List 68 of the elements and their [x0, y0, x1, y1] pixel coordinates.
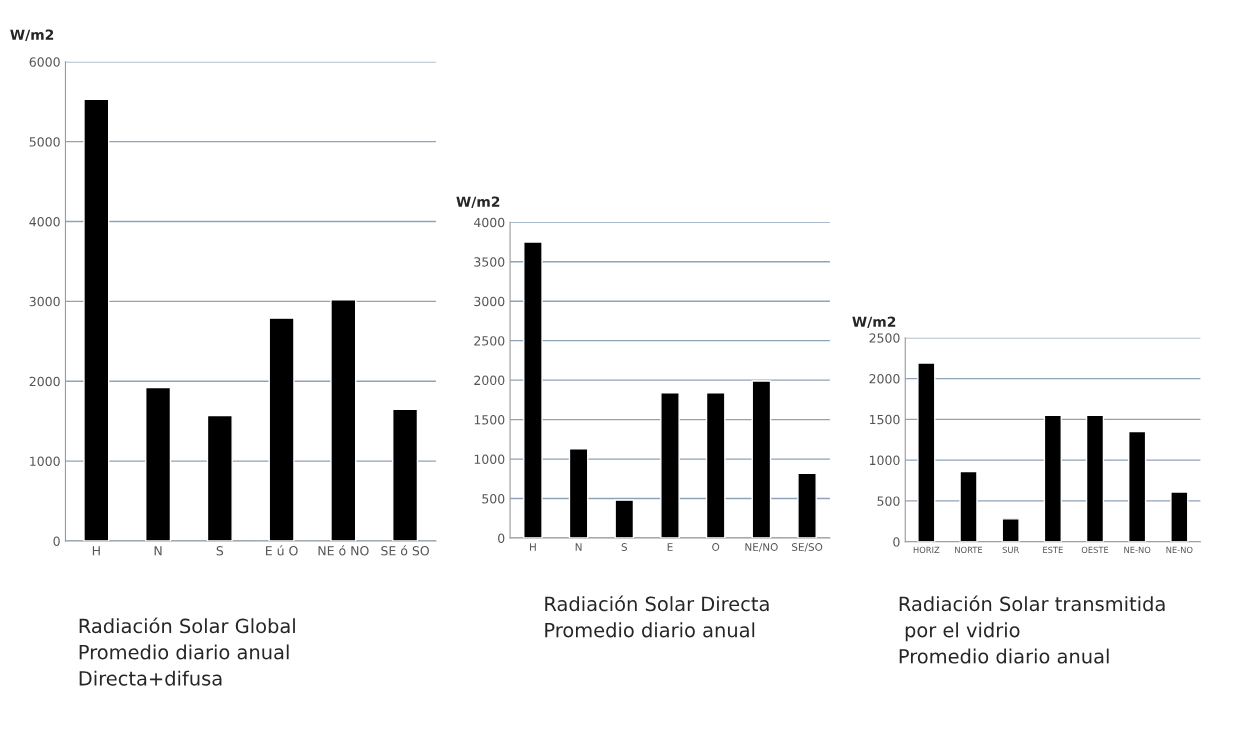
bar: [1085, 414, 1105, 542]
bar: [1043, 414, 1062, 542]
y-tick-label: 2000: [29, 376, 60, 387]
y-tick-label: 2000: [869, 374, 900, 384]
y-axis-title: W/m2: [456, 196, 500, 209]
x-tick-label: S: [621, 543, 628, 551]
y-tick-label: 500: [482, 494, 505, 504]
x-tick-label: H: [530, 543, 536, 551]
x-tick-label: NE-NO: [1166, 546, 1193, 554]
x-tick-label: E ú O: [266, 545, 298, 556]
bar: [660, 392, 680, 539]
bar: [959, 470, 978, 542]
y-tick-label: 5000: [29, 137, 60, 147]
bar: [206, 414, 233, 541]
bar: [614, 499, 635, 539]
x-tick-label: NE-NO: [1124, 546, 1151, 554]
x-tick-label: OESTE: [1081, 546, 1109, 554]
y-tick-label: 2500: [869, 333, 900, 343]
y-tick-label: 3000: [474, 296, 505, 307]
y-tick-label: 0: [53, 536, 60, 546]
y-tick-label: 1500: [474, 415, 505, 425]
text: Radiación Solar transmitida por el vidrio Promedio diario anual: [899, 595, 1165, 664]
bar: [392, 408, 419, 541]
bar: [797, 472, 817, 539]
bar: [917, 362, 936, 542]
y-tick-label: 2000: [474, 375, 505, 386]
y-tick-label: 4000: [473, 217, 505, 228]
x-tick-label: NORTE: [955, 546, 983, 554]
x-tick-label: SUR: [1002, 546, 1020, 554]
bar: [523, 241, 543, 539]
bar: [751, 380, 772, 539]
y-tick-label: 1000: [30, 456, 60, 467]
bar: [330, 299, 357, 541]
x-tick-label: NE/NO: [745, 543, 778, 552]
x-tick-label: S: [216, 546, 224, 556]
bar: [145, 386, 172, 541]
y-tick-label: 6000: [29, 57, 60, 67]
bar: [705, 392, 726, 539]
y-axis-title: W/m2: [852, 316, 896, 329]
y-tick-label: 4000: [29, 217, 60, 227]
text: Radiación Solar Global Promedio diario anual Directa+difusa: [79, 617, 295, 686]
bar: [1001, 518, 1020, 542]
bar: [1170, 491, 1189, 542]
y-tick-label: 1500: [869, 414, 900, 425]
x-tick-label: ESTE: [1043, 546, 1063, 554]
y-tick-label: 2500: [474, 336, 505, 346]
y-tick-label: 1000: [474, 454, 505, 465]
bar: [268, 317, 295, 541]
bar: [1128, 430, 1147, 542]
x-tick-label: N: [575, 543, 582, 551]
bar: [568, 448, 589, 539]
x-tick-label: SE ó SO: [381, 545, 429, 556]
y-tick-label: 1000: [869, 455, 900, 466]
y-tick-label: 500: [877, 496, 900, 506]
x-tick-label: HORIZ: [913, 546, 940, 554]
y-tick-label: 3000: [29, 296, 60, 307]
x-tick-label: H: [92, 546, 100, 556]
x-tick-label: N: [154, 546, 162, 556]
text: Radiación Solar Directa Promedio diario anual: [545, 595, 769, 638]
y-tick-label: 0: [893, 537, 900, 547]
x-tick-label: O: [712, 543, 720, 551]
x-tick-label: SE/SO: [792, 543, 823, 552]
x-tick-label: NE ó NO: [318, 545, 369, 556]
y-tick-label: 0: [498, 533, 505, 543]
y-tick-label: 3500: [474, 257, 505, 267]
bar: [83, 98, 110, 541]
x-tick-label: E: [667, 543, 673, 551]
y-axis-title: W/m2: [10, 29, 54, 42]
